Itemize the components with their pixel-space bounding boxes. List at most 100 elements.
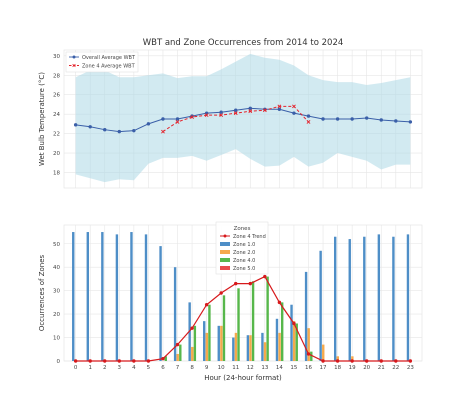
trend-point (73, 359, 78, 363)
data-point (248, 106, 252, 111)
trend-point (190, 326, 194, 330)
y-tick-label: 10 (53, 336, 60, 342)
y-tick-label: 30 (53, 289, 60, 295)
legend-marker (72, 55, 76, 59)
data-point (175, 119, 180, 124)
trend-point (394, 359, 398, 363)
legend-label: Zone 4 Trend (233, 234, 266, 240)
bar (363, 236, 366, 361)
y-tick-label: 20 (53, 312, 60, 318)
x-tick-label: 16 (305, 365, 312, 371)
trend-point (350, 359, 354, 363)
bar (275, 318, 279, 361)
trend-point (408, 359, 413, 363)
bar (86, 232, 89, 361)
legend-item: Zone 1.0 (220, 242, 255, 248)
bar (72, 232, 75, 361)
bar (164, 356, 167, 361)
bar (392, 236, 395, 361)
x-tick-label: 22 (392, 365, 399, 371)
data-point (262, 108, 267, 113)
legend-label: Zone 5.0 (233, 266, 255, 272)
data-point (364, 116, 369, 120)
data-point (117, 129, 122, 134)
legend: Overall Average WBT Zone 4 Average WBT (65, 51, 139, 73)
legend-label: Zone 1.0 (233, 242, 255, 248)
y-tick-label: 30 (53, 54, 60, 60)
data-point (394, 119, 398, 123)
x-tick-label: 19 (349, 365, 356, 371)
bar (205, 332, 209, 361)
legend-item: Zone 4 Trend (220, 234, 266, 240)
legend-swatch (220, 258, 230, 262)
x-tick-label: 18 (334, 365, 341, 371)
trend-point (277, 300, 282, 305)
x-tick-label: 7 (176, 365, 180, 371)
legend-marker (223, 234, 227, 238)
bar (208, 304, 211, 361)
bar (159, 246, 162, 361)
x-tick-label: 14 (276, 365, 283, 371)
trend-point (321, 359, 325, 363)
y-tick-label: 50 (53, 242, 60, 248)
data-point (146, 122, 151, 126)
trend-point (219, 291, 223, 295)
legend-swatch (220, 242, 230, 246)
legend-item: Overall Average WBT (69, 55, 136, 61)
series-group (73, 104, 413, 134)
legend-title: Zones (234, 226, 251, 232)
bar (280, 302, 284, 361)
bar (351, 356, 354, 361)
trend-point (175, 342, 180, 347)
bar (348, 239, 351, 361)
y-tick-label: 24 (53, 112, 60, 118)
data-point (292, 111, 296, 115)
legend-label: Zone 4 Average WBT (82, 63, 136, 69)
bar (295, 323, 298, 361)
data-point (175, 117, 180, 121)
x-tick-label: 8 (190, 365, 194, 371)
data-point (321, 117, 325, 121)
y-tick-label: 26 (53, 93, 60, 99)
bar (263, 342, 267, 361)
data-point (219, 110, 223, 114)
bar (307, 328, 310, 361)
trend-point (335, 359, 340, 363)
data-point (292, 104, 296, 109)
bar (261, 332, 264, 361)
bar (203, 321, 206, 361)
bar (266, 276, 269, 361)
legend-label: Overall Average WBT (82, 55, 136, 61)
y-tick-label: 28 (53, 73, 60, 79)
data-point (306, 114, 311, 118)
trend-point (292, 321, 296, 326)
x-tick-label: 23 (407, 365, 414, 371)
x-tick-label: 3 (118, 365, 122, 371)
legend-swatch (220, 266, 230, 270)
x-tick-label: 10 (218, 365, 225, 371)
wbt-line-chart: WBT and Zone Occurrences from 2014 to 20… (38, 38, 423, 189)
bar (220, 325, 223, 361)
x-tick-label: 6 (161, 365, 165, 371)
data-point (234, 108, 238, 112)
x-tick-label: 12 (247, 365, 254, 371)
legend-label: Zone 2.0 (233, 250, 255, 256)
bar (333, 236, 337, 361)
x-tick-label: 13 (261, 365, 268, 371)
y-tick-label: 0 (57, 359, 61, 365)
legend-swatch (220, 250, 230, 254)
bars-group (72, 232, 410, 361)
bar (130, 232, 133, 361)
trend-point (146, 359, 151, 363)
trend-point (379, 359, 383, 363)
y-tick-label: 18 (53, 170, 60, 176)
bar (292, 321, 296, 361)
bar (406, 234, 410, 361)
data-point (248, 109, 253, 114)
data-point (103, 127, 107, 132)
series-zone4-average-wbt (161, 104, 311, 134)
bar-series-zone-1-0 (72, 232, 410, 361)
data-point (219, 113, 224, 118)
